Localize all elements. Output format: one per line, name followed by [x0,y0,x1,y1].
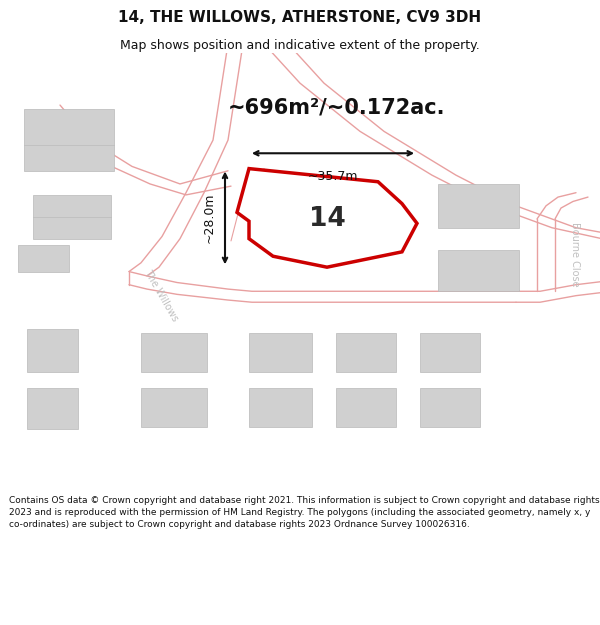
Bar [33,195,111,239]
Bar [336,388,396,427]
Text: Map shows position and indicative extent of the property.: Map shows position and indicative extent… [120,39,480,52]
Text: The Willows: The Willows [142,268,179,323]
Text: ~35.7m: ~35.7m [308,170,358,183]
Bar [249,388,312,427]
Polygon shape [237,169,417,267]
Text: ~28.0m: ~28.0m [203,192,216,243]
Bar [285,201,354,243]
Bar [24,109,114,171]
Bar [18,245,69,271]
Text: Contains OS data © Crown copyright and database right 2021. This information is : Contains OS data © Crown copyright and d… [9,496,599,529]
Bar [420,388,480,427]
Bar [249,333,312,372]
Text: Bourne Close: Bourne Close [570,222,580,286]
Text: 14: 14 [308,206,346,232]
Text: 14, THE WILLOWS, ATHERSTONE, CV9 3DH: 14, THE WILLOWS, ATHERSTONE, CV9 3DH [118,11,482,26]
Bar [438,184,519,228]
Bar [141,333,207,372]
Bar [336,333,396,372]
Bar [438,249,519,291]
Bar [27,329,78,372]
Bar [27,388,78,429]
Text: ~696m²/~0.172ac.: ~696m²/~0.172ac. [227,98,445,118]
Bar [420,333,480,372]
Bar [141,388,207,427]
